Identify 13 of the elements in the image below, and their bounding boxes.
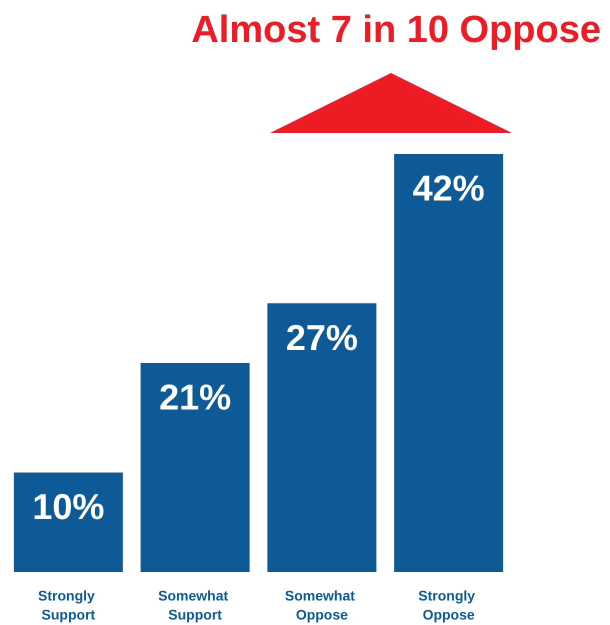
data-label: 42% [412,168,485,208]
data-label: 21% [159,376,232,418]
x-tick-label: Strongly Oppose [418,588,479,622]
bar [140,363,250,572]
chart-title: Almost 7 in 10 Oppose [191,9,602,51]
x-tick-label: Somewhat Support [158,588,232,622]
bar [14,472,123,572]
bar [267,303,376,572]
x-tick-label: Somewhat Oppose [284,588,359,622]
bar [394,154,504,572]
data-label: 10% [32,486,104,527]
x-tick-label: Strongly Support [38,588,99,622]
data-label: 27% [286,316,358,358]
